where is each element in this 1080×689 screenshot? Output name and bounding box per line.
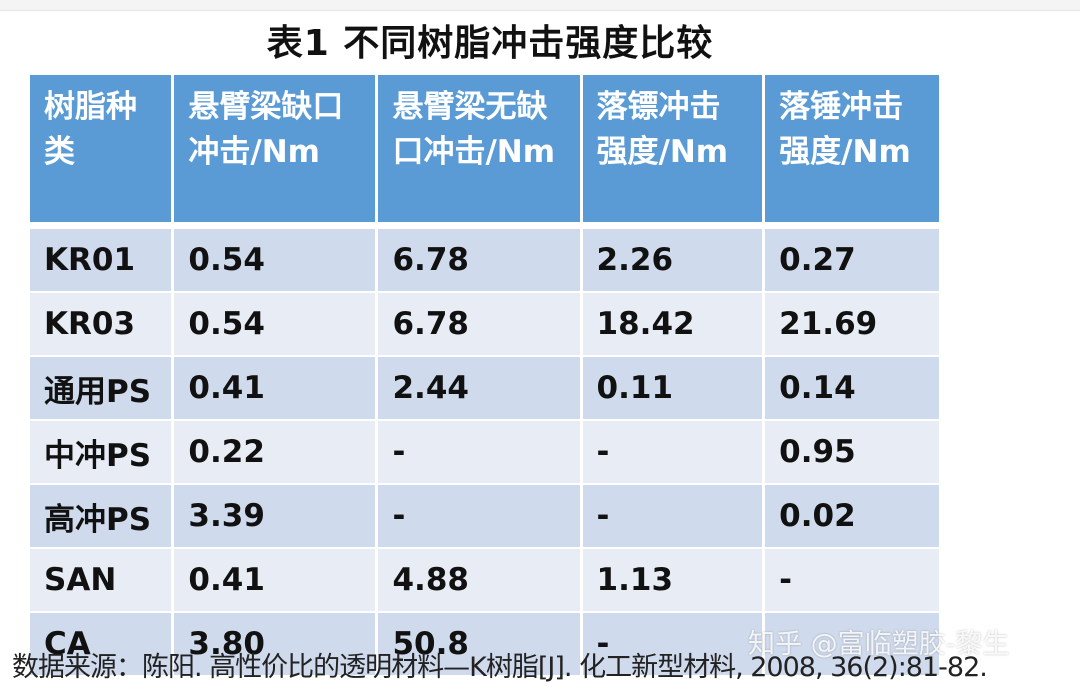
table-row: 高冲PS 3.39- -0.02 (30, 485, 939, 549)
value-cell: - (378, 421, 580, 485)
resin-name-cell: KR01 (30, 229, 172, 293)
value-cell: - (765, 549, 939, 613)
resin-name-cell: 通用PS (30, 357, 172, 421)
table-row: KR01 0.54 6.78 2.26 0.27 (30, 229, 939, 293)
table-row: 中冲PS 0.22- -0.95 (30, 421, 939, 485)
value-cell: 1.13 (582, 549, 763, 613)
value-cell: 6.78 (378, 293, 580, 357)
value-cell: 21.69 (765, 293, 939, 357)
value-cell (765, 613, 939, 677)
value-cell: 3.39 (174, 485, 376, 549)
value-cell: 50.8 (378, 613, 580, 677)
value-cell: - (582, 613, 763, 677)
table-row: SAN 0.41 4.88 1.13- (30, 549, 939, 613)
table-row: 通用PS 0.41 2.44 0.11 0.14 (30, 357, 939, 421)
value-cell: 2.26 (582, 229, 763, 293)
impact-strength-table: 树脂种类 悬臂梁缺口冲击/Nm 悬臂梁无缺口冲击/Nm 落镖冲击强度/Nm 落锤… (27, 75, 942, 677)
value-cell: - (378, 485, 580, 549)
column-header: 树脂种类 (30, 75, 172, 229)
value-cell: 0.41 (174, 549, 376, 613)
value-cell: 0.41 (174, 357, 376, 421)
resin-name-cell: KR03 (30, 293, 172, 357)
value-cell: 0.14 (765, 357, 939, 421)
value-cell: 6.78 (378, 229, 580, 293)
value-cell: - (582, 421, 763, 485)
watermark: 知乎 @富临塑胶-黎生 (748, 629, 1010, 660)
table-row: CA 3.80 50.8- (30, 613, 939, 677)
table-row: KR03 0.54 6.78 18.42 21.69 (30, 293, 939, 357)
column-header: 落锤冲击强度/Nm (765, 75, 939, 229)
resin-name-cell: 高冲PS (30, 485, 172, 549)
value-cell: 0.54 (174, 229, 376, 293)
resin-name-cell: SAN (30, 549, 172, 613)
value-cell: 0.95 (765, 421, 939, 485)
value-cell: 0.22 (174, 421, 376, 485)
header-row: 树脂种类 悬臂梁缺口冲击/Nm 悬臂梁无缺口冲击/Nm 落镖冲击强度/Nm 落锤… (30, 75, 939, 229)
table-title: 表1 不同树脂冲击强度比较 (266, 23, 714, 64)
value-cell: 18.42 (582, 293, 763, 357)
value-cell: 0.54 (174, 293, 376, 357)
value-cell: 0.27 (765, 229, 939, 293)
resin-name-cell: CA (30, 613, 172, 677)
column-header: 悬臂梁缺口冲击/Nm (174, 75, 376, 229)
column-header: 悬臂梁无缺口冲击/Nm (378, 75, 580, 229)
value-cell: 2.44 (378, 357, 580, 421)
data-source-note: 数据来源：陈阳. 高性价比的透明材料—K树脂[J]. 化工新型材料, 2008,… (12, 652, 988, 683)
value-cell: 0.02 (765, 485, 939, 549)
value-cell: 0.11 (582, 357, 763, 421)
top-bar (0, 0, 1080, 11)
value-cell: 4.88 (378, 549, 580, 613)
value-cell: 3.80 (174, 613, 376, 677)
resin-name-cell: 中冲PS (30, 421, 172, 485)
value-cell: - (582, 485, 763, 549)
column-header: 落镖冲击强度/Nm (582, 75, 763, 229)
